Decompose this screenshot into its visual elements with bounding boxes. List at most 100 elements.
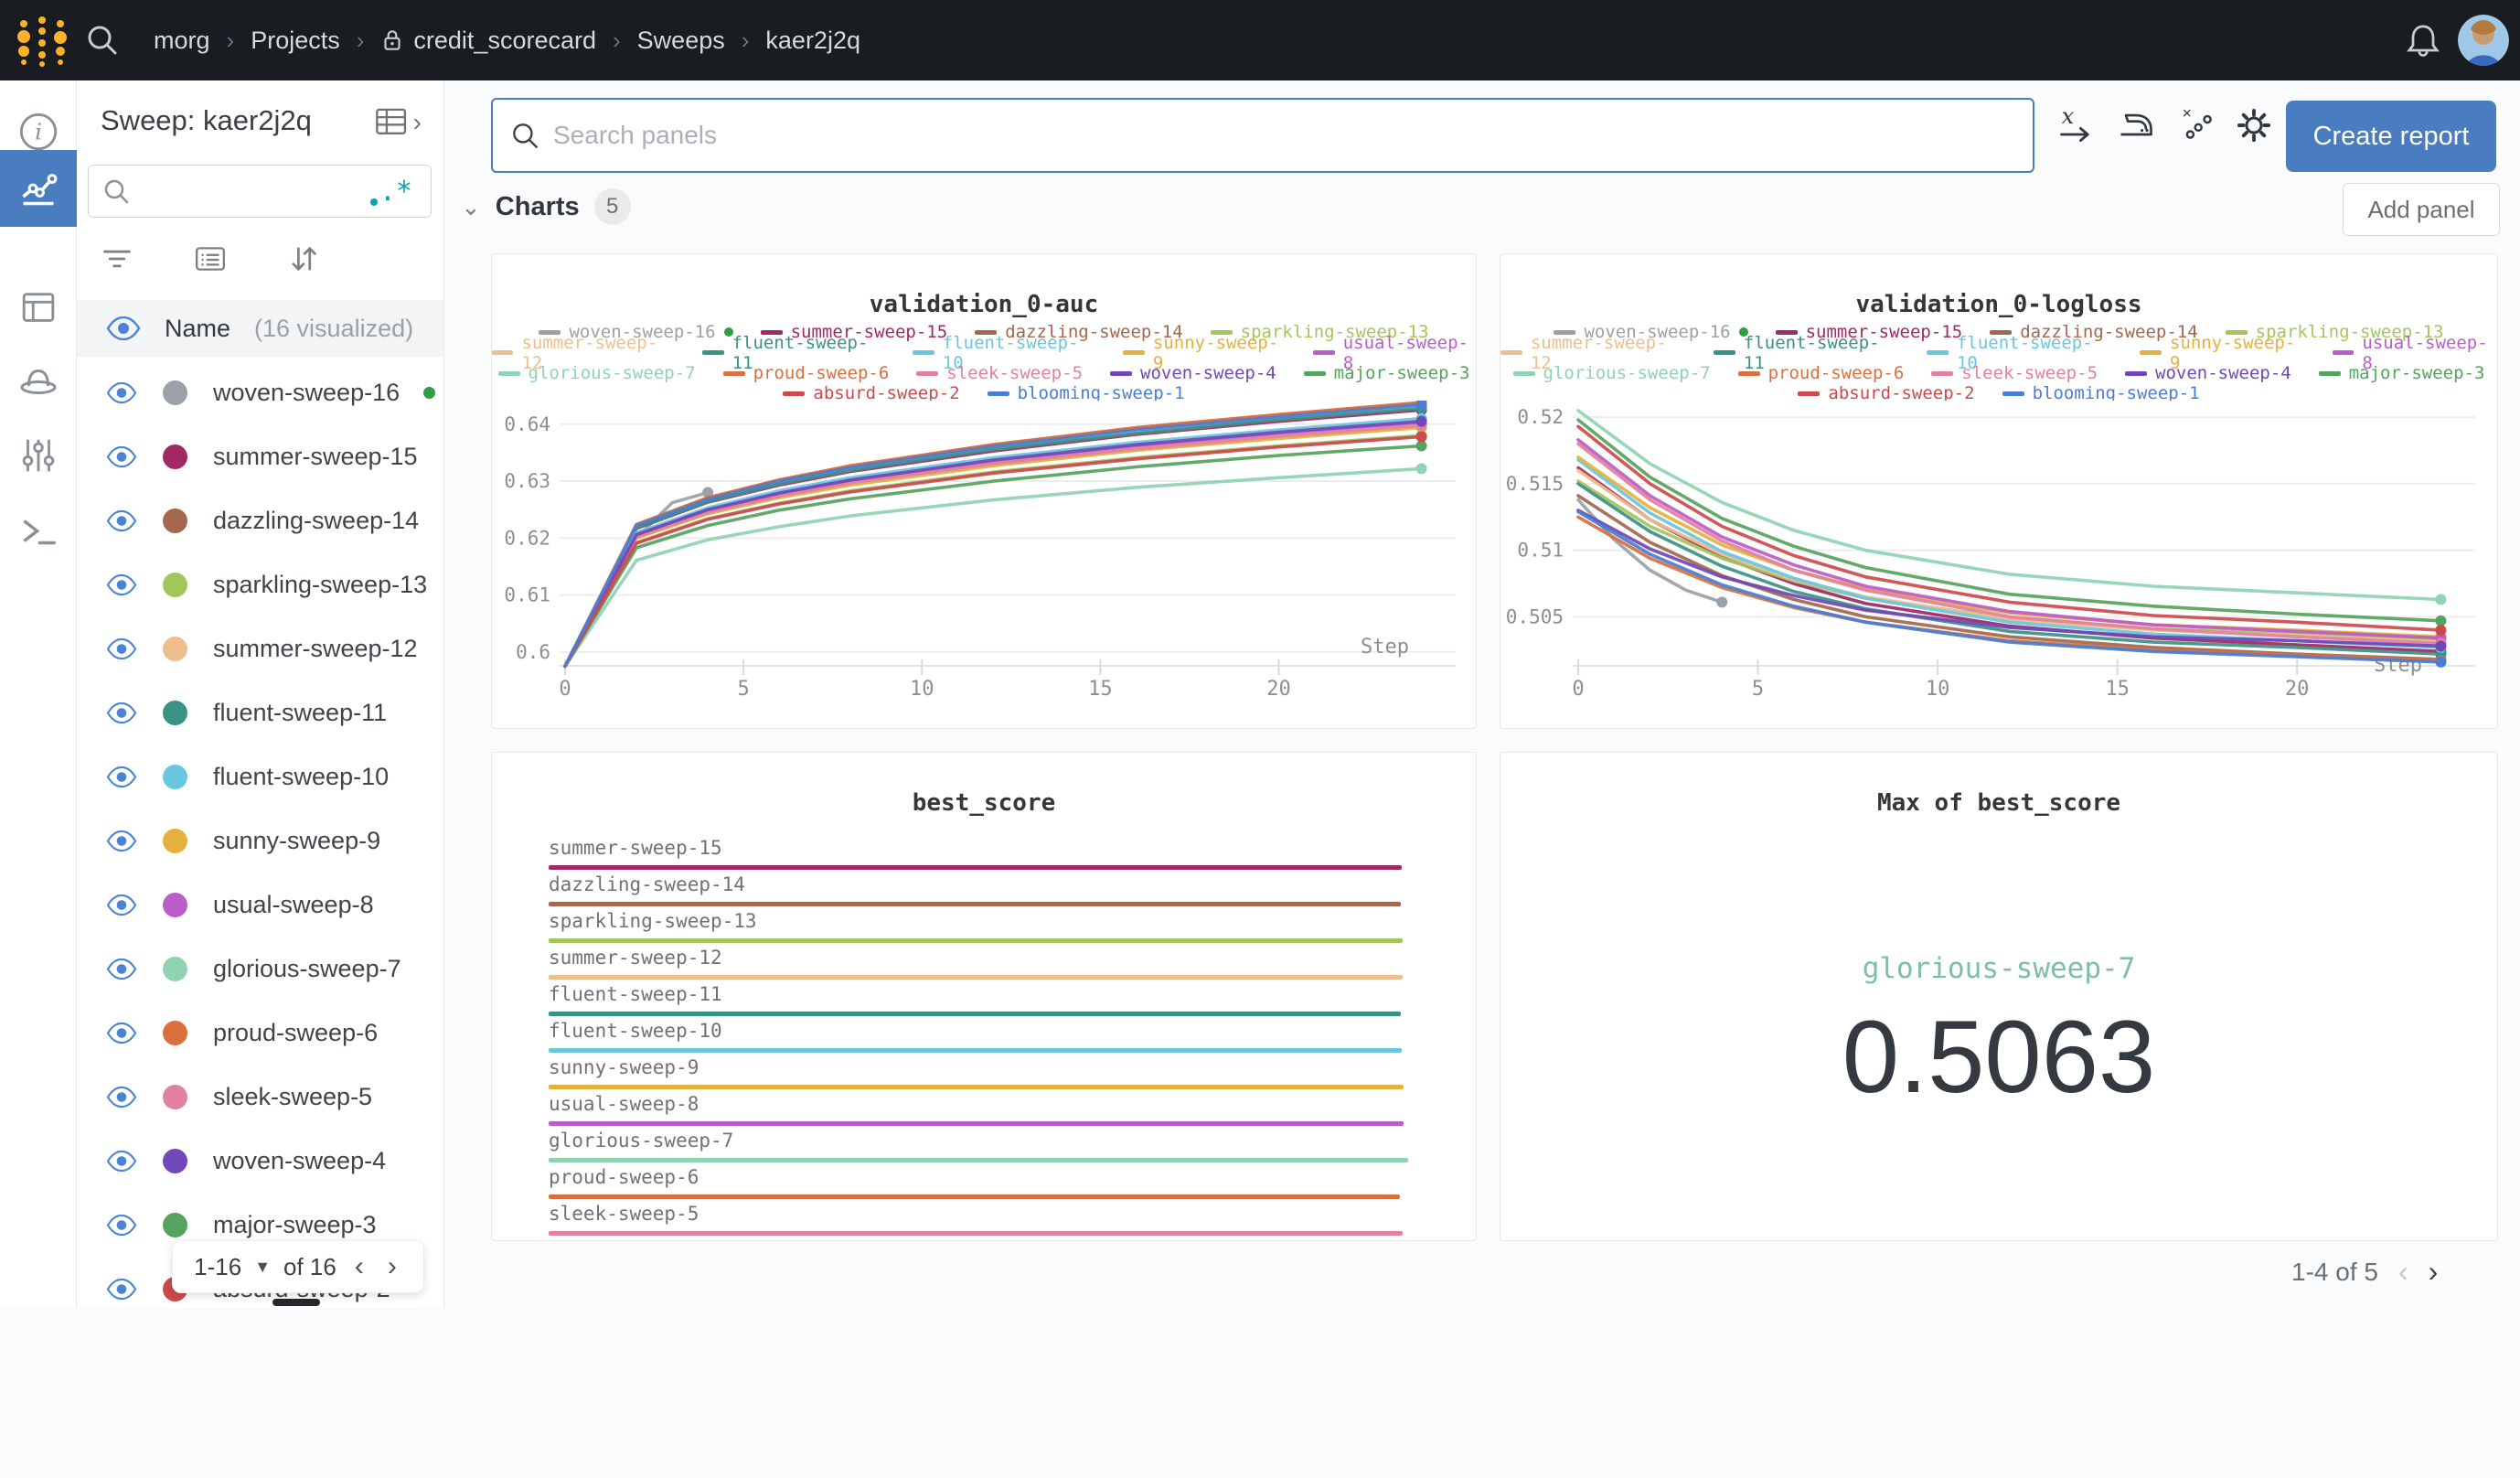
bar-row[interactable]: summer-sweep-15	[549, 837, 1421, 870]
breadcrumb-item[interactable]: credit_scorecard	[380, 27, 596, 55]
bar-row[interactable]: summer-sweep-12	[549, 947, 1421, 980]
legend-item[interactable]: glorious-sweep-7	[1512, 363, 1711, 383]
legend-item[interactable]: sparkling-sweep-13	[2225, 322, 2444, 342]
legend-item[interactable]: woven-sweep-4	[1110, 363, 1276, 383]
run-name[interactable]: summer-sweep-12	[213, 634, 418, 662]
visibility-eye-icon[interactable]	[106, 381, 137, 403]
run-name[interactable]: sleek-sweep-5	[213, 1082, 373, 1110]
rail-overview-info-icon[interactable]: i	[0, 93, 77, 170]
legend-item[interactable]: proud-sweep-6	[1737, 363, 1904, 383]
legend-item[interactable]: fluent-sweep-10	[913, 333, 1095, 373]
run-row[interactable]: major-sweep-3	[77, 1193, 443, 1257]
run-search-input[interactable]	[142, 177, 379, 206]
bar-row[interactable]: proud-sweep-6	[549, 1166, 1421, 1199]
visibility-eye-icon[interactable]	[106, 702, 137, 723]
run-row[interactable]: glorious-sweep-7	[77, 937, 443, 1001]
visibility-eye-icon[interactable]	[106, 1214, 137, 1236]
legend-item[interactable]: sunny-sweep-9	[2140, 333, 2304, 373]
series-line[interactable]	[1576, 442, 2443, 646]
run-name[interactable]: usual-sweep-8	[213, 890, 374, 918]
run-row[interactable]: woven-sweep-4	[77, 1129, 443, 1193]
smoothing-iron-icon[interactable]	[2116, 104, 2156, 145]
run-row[interactable]: dazzling-sweep-14	[77, 488, 443, 552]
rail-parameters-sliders-icon[interactable]	[0, 417, 77, 494]
legend-item[interactable]: fluent-sweep-11	[1714, 333, 1899, 373]
group-list-icon[interactable]	[194, 243, 227, 274]
run-row[interactable]: fluent-sweep-11	[77, 680, 443, 744]
legend-item[interactable]: dazzling-sweep-14	[975, 322, 1183, 342]
legend-item[interactable]: absurd-sweep-2	[1798, 383, 1975, 401]
bar-row[interactable]: fluent-sweep-11	[549, 983, 1421, 1016]
open-runs-table-button[interactable]: ›	[375, 106, 422, 139]
visibility-eye-icon[interactable]	[106, 573, 137, 595]
rail-sweeps-hat-icon[interactable]	[0, 342, 77, 419]
legend-item[interactable]: sunny-sweep-9	[1123, 333, 1286, 373]
series-line[interactable]	[563, 434, 1424, 669]
workspace-settings-gear-icon[interactable]	[2233, 104, 2275, 146]
run-row[interactable]: sunny-sweep-9	[77, 809, 443, 873]
add-panel-button[interactable]: Add panel	[2343, 183, 2500, 236]
series-line[interactable]	[563, 466, 1424, 669]
run-name[interactable]: summer-sweep-15	[213, 442, 418, 470]
legend-item[interactable]: usual-sweep-8	[2332, 333, 2497, 373]
visibility-eye-icon[interactable]	[106, 1278, 137, 1300]
series-line[interactable]	[563, 401, 1424, 669]
run-name[interactable]: fluent-sweep-10	[213, 762, 390, 790]
legend-item[interactable]: woven-sweep-16	[1554, 322, 1748, 342]
series-line[interactable]	[1576, 509, 2443, 664]
rail-logs-terminal-icon[interactable]	[0, 494, 77, 571]
bar-row[interactable]: fluent-sweep-10	[549, 1020, 1421, 1053]
run-name[interactable]: sunny-sweep-9	[213, 826, 381, 854]
panel-max-best-score[interactable]: Max of best_score glorious-sweep-7 0.506…	[1500, 752, 2498, 1241]
breadcrumb-item[interactable]: Projects	[251, 26, 340, 54]
bar-row[interactable]: usual-sweep-8	[549, 1093, 1421, 1126]
panel-best-score[interactable]: best_score summer-sweep-15 dazzling-sweep…	[491, 752, 1477, 1241]
wandb-logo-icon[interactable]	[15, 13, 71, 68]
run-name[interactable]: proud-sweep-6	[213, 1018, 379, 1046]
notifications-bell-icon[interactable]	[2403, 20, 2443, 60]
run-name[interactable]: woven-sweep-4	[213, 1146, 387, 1174]
run-list-header[interactable]: Name (16 visualized)	[77, 300, 443, 357]
charts-section-label[interactable]: Charts	[495, 191, 580, 221]
run-name[interactable]: glorious-sweep-7	[213, 954, 401, 982]
panels-next-page-button[interactable]: ›	[2428, 1255, 2439, 1288]
visibility-eye-icon[interactable]	[106, 894, 137, 916]
series-line[interactable]	[563, 402, 1424, 669]
series-line[interactable]	[1576, 438, 2443, 640]
run-row[interactable]: fluent-sweep-10	[77, 744, 443, 809]
global-search-icon[interactable]	[84, 22, 121, 59]
legend-item[interactable]: usual-sweep-8	[1313, 333, 1476, 373]
user-avatar[interactable]	[2458, 15, 2509, 66]
legend-item[interactable]: sleek-sweep-5	[1931, 363, 2098, 383]
breadcrumb-item[interactable]: Sweeps	[636, 26, 725, 54]
panel-validation-auc[interactable]: validation_0-auc woven-sweep-16 summer-sw…	[491, 253, 1477, 729]
visibility-eye-icon[interactable]	[106, 445, 137, 467]
legend-item[interactable]: woven-sweep-16	[539, 322, 733, 342]
legend-item[interactable]: sparkling-sweep-13	[1210, 322, 1429, 342]
series-line[interactable]	[563, 419, 1424, 669]
bar-row[interactable]: glorious-sweep-7	[549, 1130, 1421, 1162]
visibility-eye-icon[interactable]	[106, 316, 141, 340]
scalar-run-name[interactable]: glorious-sweep-7	[1862, 952, 2136, 985]
series-line[interactable]	[563, 434, 1424, 669]
run-name[interactable]: woven-sweep-16	[213, 378, 400, 406]
run-name[interactable]: fluent-sweep-11	[213, 698, 388, 726]
run-row[interactable]: summer-sweep-12	[77, 616, 443, 680]
bar-row[interactable]: dazzling-sweep-14	[549, 873, 1421, 906]
legend-item[interactable]: summer-sweep-15	[1775, 322, 1962, 342]
x-axis-settings-icon[interactable]: x	[2056, 104, 2096, 145]
series-line[interactable]	[563, 423, 1424, 669]
series-line[interactable]	[1576, 494, 2443, 661]
legend-item[interactable]: fluent-sweep-11	[702, 333, 885, 373]
visibility-eye-icon[interactable]	[106, 637, 137, 659]
visibility-eye-icon[interactable]	[106, 830, 137, 851]
run-name[interactable]: sparkling-sweep-13	[213, 570, 428, 598]
visibility-eye-icon[interactable]	[106, 1150, 137, 1172]
filter-icon[interactable]	[101, 243, 133, 274]
legend-item[interactable]: sleek-sweep-5	[916, 363, 1083, 383]
rail-charts-icon[interactable]	[0, 150, 77, 227]
legend-item[interactable]: glorious-sweep-7	[497, 363, 696, 383]
legend-item[interactable]: proud-sweep-6	[722, 363, 889, 383]
run-row[interactable]: sleek-sweep-5	[77, 1065, 443, 1129]
